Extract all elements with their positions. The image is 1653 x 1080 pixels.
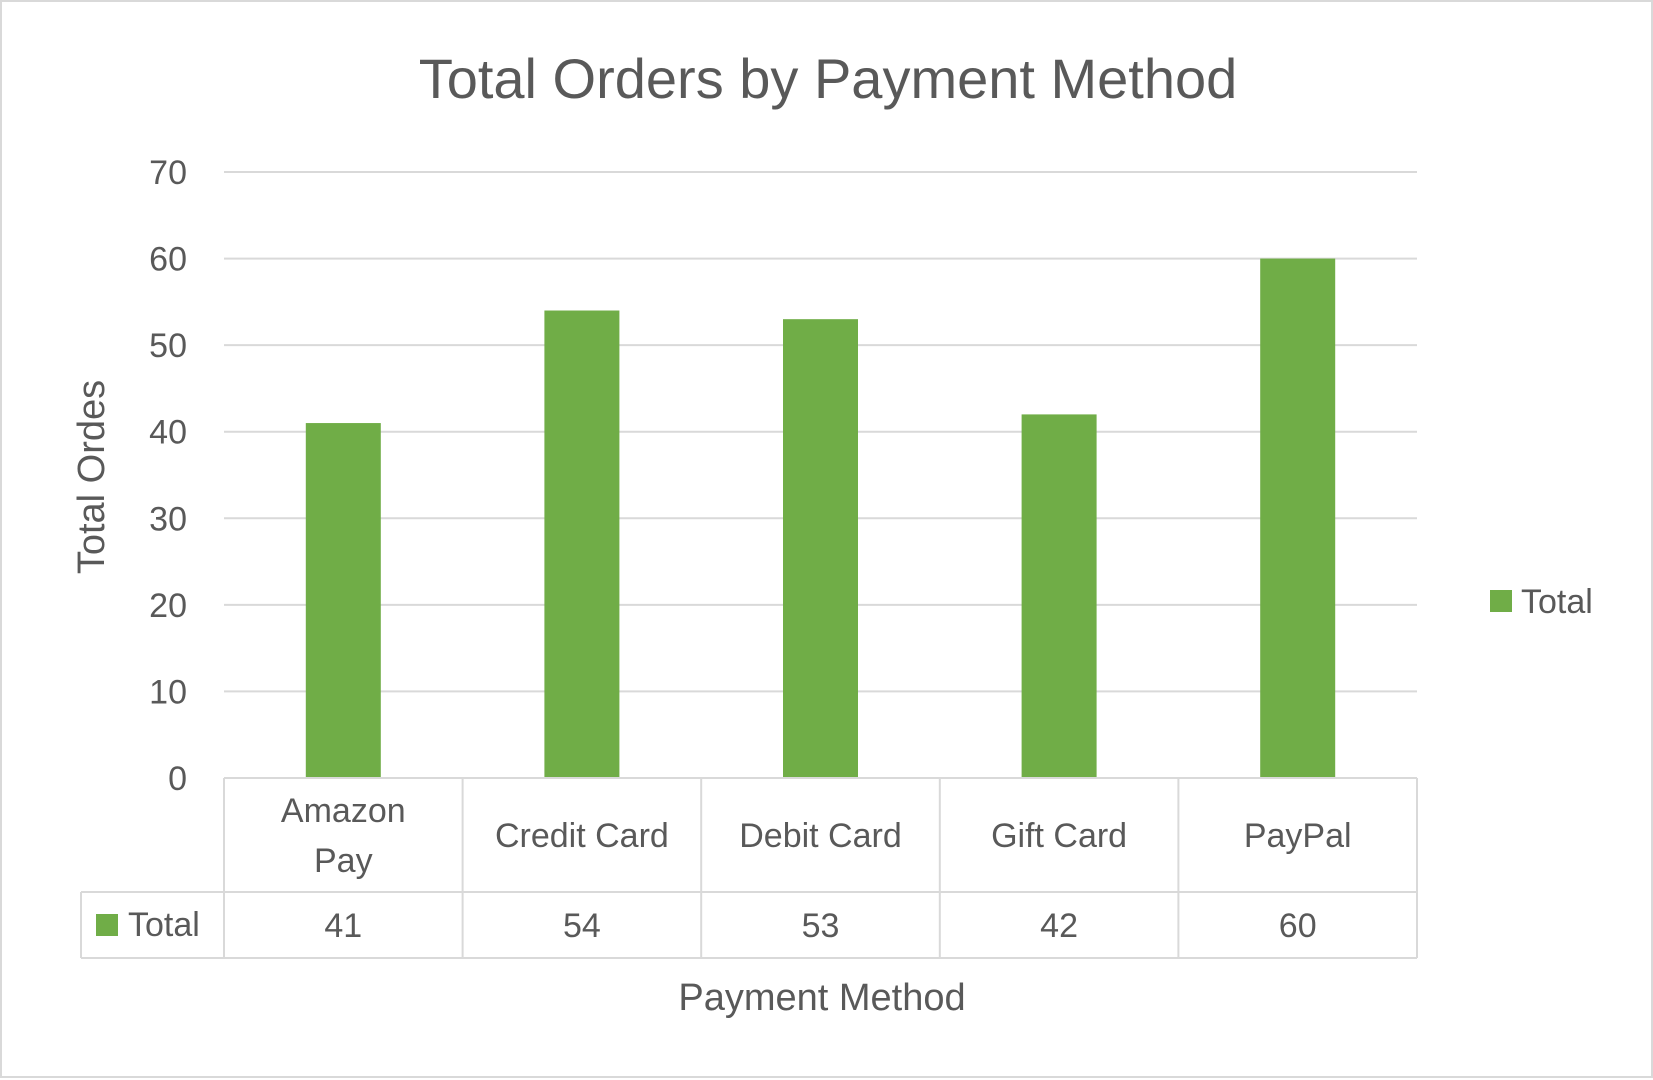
legend-swatch	[1490, 590, 1512, 612]
y-axis-ticks: 0 10 20 30 40 50 60 70	[149, 154, 187, 798]
y-tick-label: 30	[149, 500, 187, 538]
bar-gift-card	[1021, 414, 1097, 778]
data-label: 60	[1279, 907, 1317, 945]
chart-title: Total Orders by Payment Method	[419, 47, 1238, 110]
y-tick-label: 10	[149, 673, 187, 711]
x-category-label: Gift Card	[991, 817, 1127, 855]
y-axis-title: Total Ordes	[71, 380, 113, 574]
legend-label: Total	[1521, 583, 1593, 621]
data-label: 53	[802, 907, 840, 945]
y-tick-label: 60	[149, 241, 187, 279]
legend: Total	[1490, 583, 1593, 621]
x-category-label: Debit Card	[739, 817, 902, 855]
y-tick-label: 50	[149, 327, 187, 365]
x-category-label: Credit Card	[495, 817, 669, 855]
bar-paypal	[1260, 258, 1336, 779]
y-tick-label: 40	[149, 414, 187, 452]
table-legend-swatch	[96, 914, 118, 936]
bar-credit-card	[544, 310, 620, 778]
y-tick-label: 20	[149, 587, 187, 625]
x-category-label: Amazon Pay	[281, 792, 406, 880]
y-tick-label: 0	[168, 760, 187, 798]
data-table: Amazon Pay Credit Card Debit Card Gift Card P…	[80, 777, 1418, 959]
data-label: 42	[1040, 907, 1078, 945]
bars	[305, 258, 1336, 779]
x-category-label: PayPal	[1244, 817, 1352, 855]
data-label: 54	[563, 907, 601, 945]
table-series-label: Total	[128, 906, 200, 944]
x-axis-title: Payment Method	[678, 977, 965, 1019]
data-label: 41	[324, 907, 362, 945]
bar-debit-card	[783, 319, 858, 778]
y-tick-label: 70	[149, 154, 187, 192]
bar-amazon-pay	[305, 423, 381, 778]
